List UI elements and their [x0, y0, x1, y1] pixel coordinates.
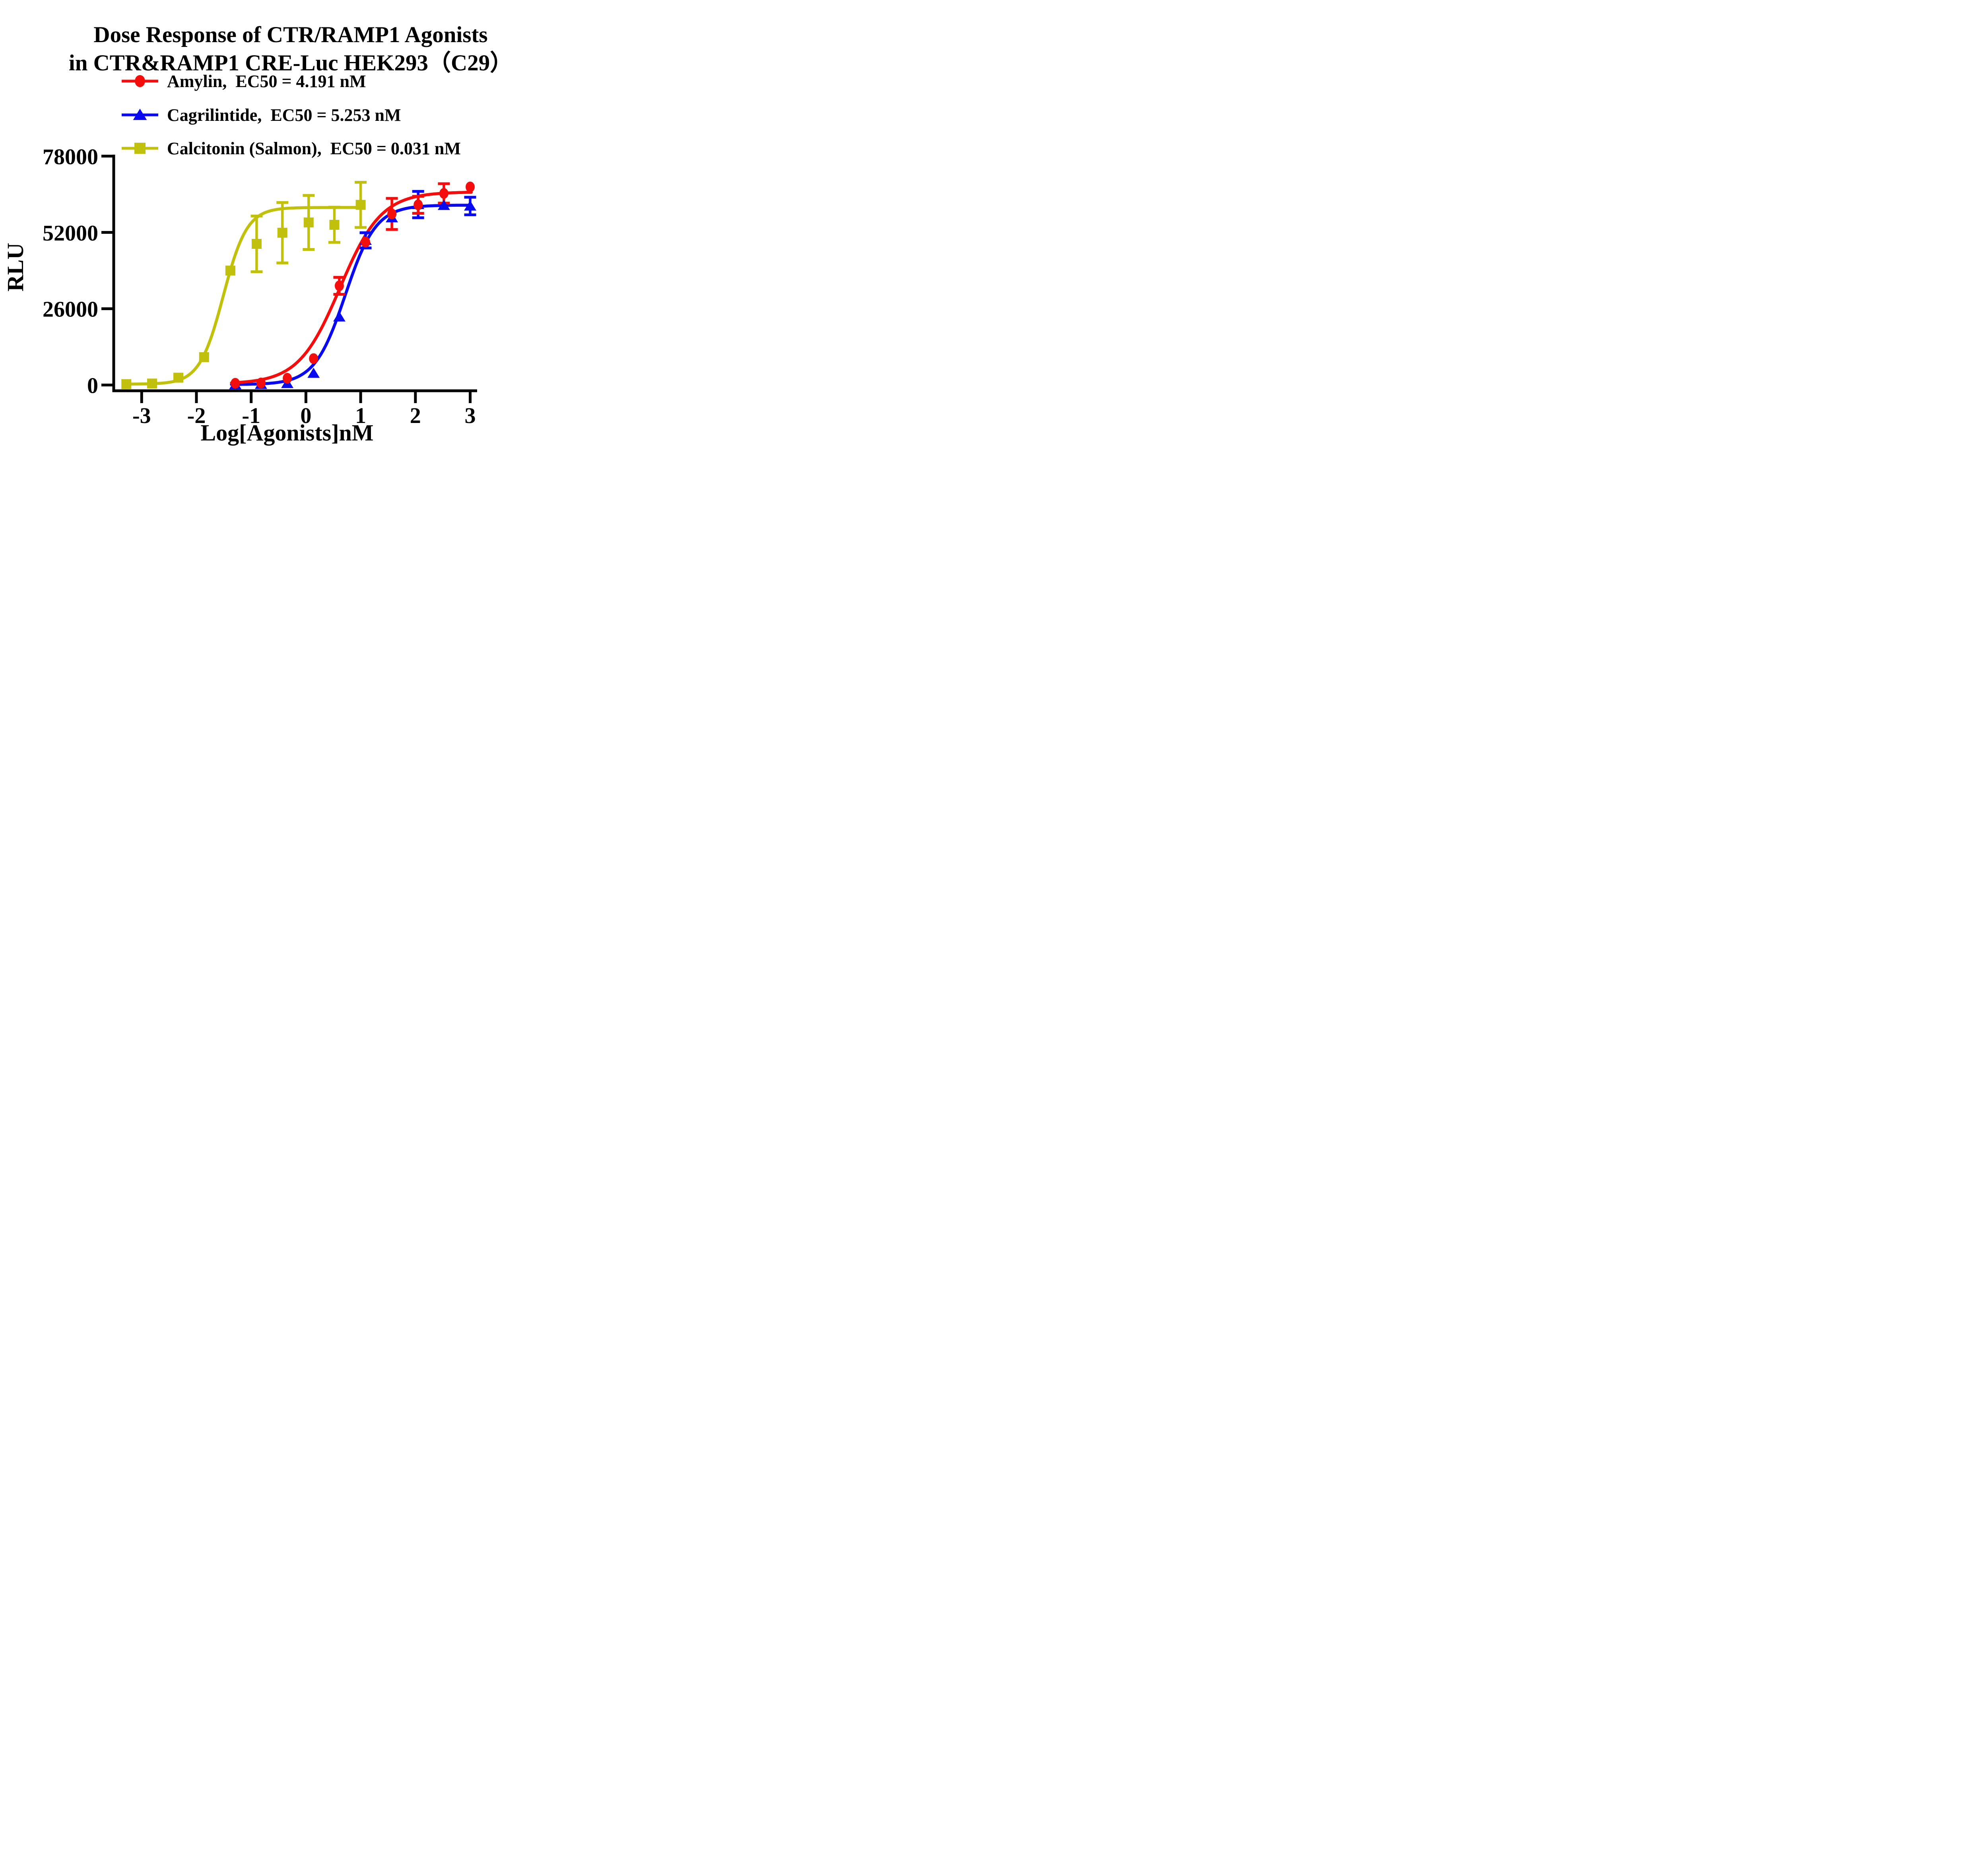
legend-item-amylin: Amylin, EC50 = 4.191 nM — [122, 71, 366, 91]
data-point-calcitonin-salmon- — [199, 352, 209, 362]
legend-label-calcitonin: Calcitonin (Salmon), EC50 = 0.031 nM — [167, 138, 461, 158]
legend-item-cagrilintide: Cagrilintide, EC50 = 5.253 nM — [122, 105, 401, 125]
x-tick-label: 1 — [355, 403, 366, 428]
data-point-amylin — [439, 188, 448, 199]
data-point-amylin — [466, 181, 475, 192]
data-point-amylin — [283, 373, 292, 384]
chart-title-line2: in CTR&RAMP1 CRE-Luc HEK293（C29） — [68, 50, 513, 76]
data-point-calcitonin-salmon- — [147, 378, 157, 389]
y-tick-label: 78000 — [43, 145, 98, 169]
series-curve-calcitonin-salmon- — [121, 206, 363, 386]
data-point-calcitonin-salmon- — [121, 379, 132, 389]
chart-title: Dose Response of CTR/RAMP1 Agonists in C… — [56, 21, 526, 77]
data-point-cagrilintide — [333, 311, 346, 322]
x-tick-label: -2 — [187, 403, 206, 428]
series-curve-cagrilintide — [230, 204, 473, 386]
x-tick-label: 0 — [300, 403, 311, 428]
data-point-amylin — [334, 280, 344, 291]
data-point-amylin — [361, 237, 370, 248]
y-tick-label: 52000 — [43, 221, 98, 246]
data-point-amylin — [387, 208, 397, 219]
legend-marker-glyph — [134, 143, 146, 154]
data-point-calcitonin-salmon- — [329, 219, 340, 230]
calcitonin-marker-icon — [122, 143, 158, 154]
x-tick-label: 3 — [465, 403, 476, 428]
cagrilintide-marker-icon — [122, 109, 158, 120]
data-point-cagrilintide — [464, 200, 476, 211]
x-tick-label: 2 — [410, 403, 421, 428]
data-point-amylin — [256, 377, 266, 388]
data-point-cagrilintide — [437, 200, 450, 210]
data-point-calcitonin-salmon- — [277, 227, 287, 238]
x-tick-label: -3 — [132, 403, 151, 428]
y-tick-label: 26000 — [43, 297, 98, 322]
figure-canvas: Dose Response of CTR/RAMP1 Agonists in C… — [0, 0, 526, 468]
data-point-amylin — [231, 378, 240, 389]
data-point-calcitonin-salmon- — [303, 217, 314, 228]
legend-marker-glyph — [133, 109, 147, 120]
data-point-amylin — [309, 353, 318, 364]
legend-item-calcitonin: Calcitonin (Salmon), EC50 = 0.031 nM — [122, 138, 461, 159]
x-axis-title: Log[Agonists]nM — [200, 420, 373, 446]
legend-marker-glyph — [135, 75, 145, 87]
y-axis-title: RLU — [2, 243, 28, 291]
data-point-calcitonin-salmon- — [225, 266, 235, 276]
series-curve-amylin — [230, 190, 473, 384]
legend-label-amylin: Amylin, EC50 = 4.191 nM — [167, 71, 366, 91]
data-point-calcitonin-salmon- — [251, 239, 262, 249]
y-tick-label: 0 — [87, 374, 98, 398]
chart-title-line1: Dose Response of CTR/RAMP1 Agonists — [93, 22, 488, 47]
data-point-cagrilintide — [307, 367, 320, 378]
data-point-calcitonin-salmon- — [355, 200, 366, 210]
x-tick-label: -1 — [242, 403, 260, 428]
dose-response-plot: 0 26000 52000 78000 -3 -2 -1 0 1 2 3 RLU Log[Agoni… — [2, 145, 477, 446]
data-point-calcitonin-salmon- — [173, 372, 184, 383]
amylin-marker-icon — [122, 75, 158, 87]
legend-label-cagrilintide: Cagrilintide, EC50 = 5.253 nM — [167, 105, 401, 125]
data-point-amylin — [414, 199, 423, 210]
